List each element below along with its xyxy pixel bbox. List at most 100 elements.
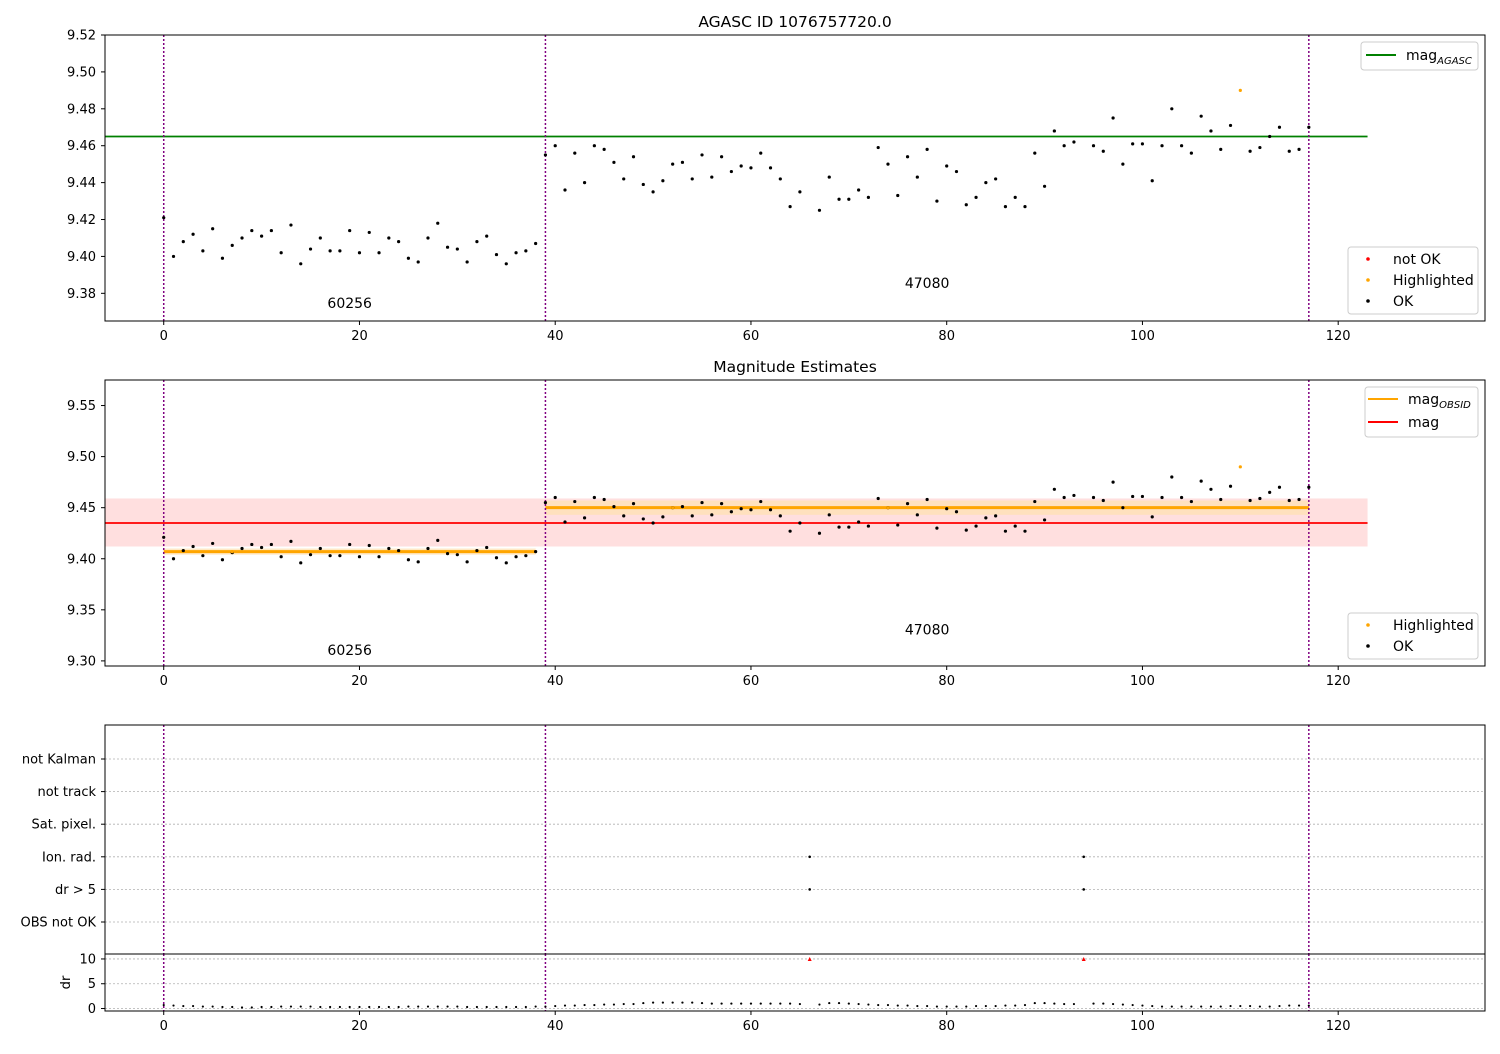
dr-point xyxy=(309,1005,312,1008)
agasc-ok-point xyxy=(230,243,234,247)
mag-ok-point xyxy=(504,561,508,565)
mag-ok-point xyxy=(710,513,714,517)
dr-point xyxy=(955,1005,958,1008)
mag-ok-point xyxy=(1228,484,1233,488)
dr-point xyxy=(368,1005,371,1009)
flag-row-label: Sat. pixel. xyxy=(32,818,96,833)
mag-ok-point xyxy=(1189,499,1193,504)
mag-ok-point xyxy=(768,508,773,512)
dr-point xyxy=(231,1005,234,1009)
mag-ok-point xyxy=(866,524,871,528)
dr-point xyxy=(642,1001,645,1005)
agasc-ytick-label: 9.40 xyxy=(67,250,96,265)
dr-point xyxy=(456,1005,459,1008)
mag-ytick-label: 9.50 xyxy=(67,450,96,465)
agasc-ok-point xyxy=(1121,162,1125,166)
dr-point xyxy=(1111,1002,1115,1006)
agasc-ok-point xyxy=(573,151,577,155)
mag-ok-point xyxy=(1268,490,1272,494)
agasc-ok-point xyxy=(181,240,185,244)
agasc-ok-point xyxy=(504,262,508,266)
dr-point xyxy=(201,1005,204,1008)
agasc-ok-point xyxy=(631,155,636,159)
agasc-ok-point xyxy=(641,182,645,187)
agasc-ok-point xyxy=(1072,140,1076,144)
mag-ok-point xyxy=(690,514,694,518)
mag-xtick-label: 40 xyxy=(547,674,564,689)
mag-ok-point xyxy=(1023,529,1027,533)
mag-xtick-label: 100 xyxy=(1130,674,1155,689)
agasc-legend-box xyxy=(1360,41,1479,71)
mag-obsid-label: 47080 xyxy=(905,622,950,638)
agasc-ok-point xyxy=(612,160,616,164)
dr-point xyxy=(857,1002,860,1006)
agasc-ok-point xyxy=(1111,116,1115,120)
mag-ok-point xyxy=(602,497,606,502)
dr-point xyxy=(1249,1004,1252,1008)
mag-ok-point xyxy=(915,513,919,517)
agasc-ok-point xyxy=(827,175,831,179)
mag-highlighted-point xyxy=(1238,465,1242,469)
flag-point xyxy=(1082,855,1086,859)
dr-point xyxy=(769,1002,772,1005)
mag-ok-point xyxy=(680,505,685,509)
agasc-ytick-label: 9.42 xyxy=(67,213,96,228)
dr-point xyxy=(1297,1004,1301,1007)
dr-point xyxy=(554,1004,557,1008)
agasc-ok-point xyxy=(308,247,313,251)
agasc-ok-point xyxy=(857,188,861,192)
mag-ok-point xyxy=(171,557,176,561)
mag-ok-point xyxy=(250,542,254,547)
agasc-ok-point xyxy=(582,181,587,185)
agasc-ok-point xyxy=(749,166,753,170)
dr-point xyxy=(1033,1001,1036,1005)
mag-markers-legend-box xyxy=(1347,612,1479,660)
agasc-ok-point xyxy=(250,228,254,233)
flag-row-label: OBS not OK xyxy=(21,916,97,931)
agasc-ok-point xyxy=(719,155,724,159)
agasc-legend-marker-swatch xyxy=(1366,299,1370,303)
mag-ok-point xyxy=(201,554,205,558)
agasc-ytick-label: 9.46 xyxy=(67,139,96,154)
dr-point xyxy=(417,1005,420,1008)
agasc-ok-point xyxy=(866,195,871,199)
agasc-ok-point xyxy=(622,177,626,181)
agasc-title: AGASC ID 1076757720.0 xyxy=(698,13,891,31)
mag-ok-point xyxy=(1248,498,1252,503)
mag-ok-point xyxy=(641,517,645,521)
agasc-ok-point xyxy=(455,247,459,251)
mag-ok-point xyxy=(436,538,440,542)
dr-point xyxy=(1258,1005,1261,1008)
agasc-ok-point xyxy=(387,236,391,240)
dr-point xyxy=(397,1005,400,1009)
mag-ok-point xyxy=(338,554,342,558)
agasc-ok-point xyxy=(328,249,332,253)
agasc-obsid-label: 60256 xyxy=(327,296,372,312)
mag-ok-point xyxy=(778,514,782,518)
agasc-ok-point xyxy=(896,193,900,198)
agasc-ok-point xyxy=(553,144,557,148)
dr-point xyxy=(622,1002,625,1006)
agasc-ok-point xyxy=(1033,151,1037,155)
agasc-ok-point xyxy=(1199,114,1203,118)
mag-ok-point xyxy=(817,531,822,535)
mag-legend-label: mag xyxy=(1408,415,1439,431)
agasc-ok-point xyxy=(1052,129,1056,133)
mag-ok-point xyxy=(475,548,479,553)
dr-point xyxy=(691,1001,694,1004)
agasc-ok-point xyxy=(426,236,430,240)
dr-point xyxy=(240,1006,244,1009)
dr-point xyxy=(1141,1004,1144,1007)
mag-ok-point xyxy=(1209,487,1213,491)
dr-point xyxy=(495,1005,498,1009)
mag-ok-point xyxy=(925,497,929,502)
agasc-ok-point xyxy=(465,260,469,264)
dr-point xyxy=(1229,1004,1232,1008)
dr-point xyxy=(671,1001,674,1004)
dr-point xyxy=(319,1005,322,1009)
dr-point xyxy=(583,1003,586,1007)
dr-point xyxy=(338,1005,341,1009)
dr-point xyxy=(1063,1002,1066,1006)
dr-point xyxy=(358,1005,361,1009)
dr-point xyxy=(280,1005,283,1008)
